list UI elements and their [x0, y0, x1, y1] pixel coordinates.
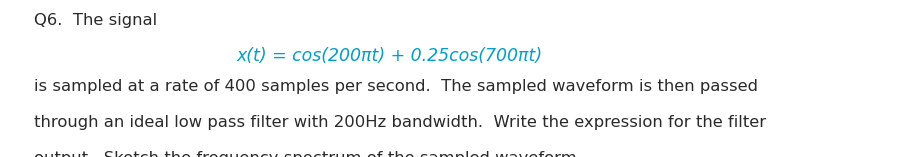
Text: output.  Sketch the frequency spectrum of the sampled waveform.: output. Sketch the frequency spectrum of…	[34, 151, 582, 157]
Text: through an ideal low pass filter with 200Hz bandwidth.  Write the expression for: through an ideal low pass filter with 20…	[34, 115, 766, 130]
Text: is sampled at a rate of 400 samples per second.  The sampled waveform is then pa: is sampled at a rate of 400 samples per …	[34, 78, 758, 94]
Text: Q6.  The signal: Q6. The signal	[34, 13, 158, 28]
Text: x(t) = cos(200πt) + 0.25cos(700πt): x(t) = cos(200πt) + 0.25cos(700πt)	[237, 47, 543, 65]
